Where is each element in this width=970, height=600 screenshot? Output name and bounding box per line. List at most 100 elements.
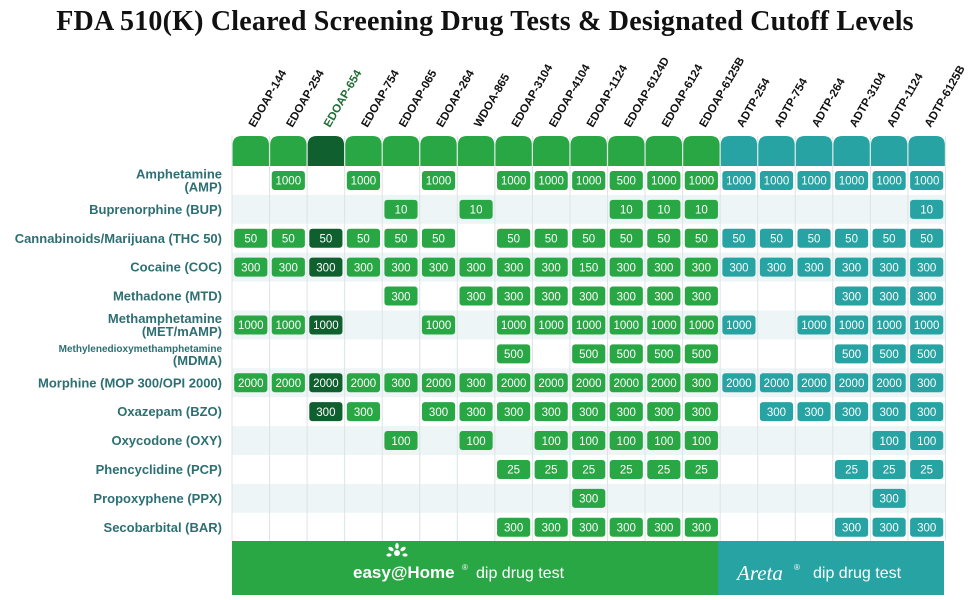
cutoff-badge <box>271 228 305 248</box>
cutoff-badge <box>647 228 681 248</box>
cutoff-badge <box>910 199 944 219</box>
column-label: EDOAP-065 <box>397 68 440 130</box>
cutoff-badge <box>835 170 869 190</box>
cutoff-value: 1000 <box>576 320 602 332</box>
cutoff-value: 25 <box>695 465 708 477</box>
cutoff-value: 300 <box>466 291 485 303</box>
cutoff-value: 1000 <box>576 176 602 188</box>
cutoff-value: 100 <box>466 436 485 448</box>
cutoff-badge <box>271 315 305 335</box>
cutoff-value: 1000 <box>238 320 264 332</box>
cutoff-value: 25 <box>657 465 670 477</box>
drug-label: (MDMA) <box>173 353 222 368</box>
cutoff-value: 300 <box>729 262 748 274</box>
cutoff-value: 50 <box>845 233 858 245</box>
cutoff-badge <box>835 402 869 422</box>
cutoff-value: 300 <box>842 522 861 534</box>
cutoff-value: 300 <box>542 522 561 534</box>
cutoff-badge <box>910 344 944 364</box>
cutoff-badge <box>722 257 756 277</box>
cutoff-badge <box>572 170 606 190</box>
cutoff-value: 2000 <box>613 378 639 390</box>
column-label: ADTP-1124 <box>885 71 926 130</box>
cutoff-badge <box>647 517 681 537</box>
cutoff-value: 50 <box>282 233 295 245</box>
cutoff-badge <box>872 373 906 393</box>
cutoff-badge <box>684 257 718 277</box>
cutoff-value: 1000 <box>276 176 302 188</box>
cutoff-badge <box>910 170 944 190</box>
cutoff-badge <box>346 402 380 422</box>
cutoff-badge <box>684 344 718 364</box>
column-tab <box>833 136 870 166</box>
column-tab <box>645 136 682 166</box>
drug-label: (MET/mAMP) <box>142 324 222 339</box>
cutoff-value: 2000 <box>501 378 527 390</box>
cutoff-badge <box>421 257 456 277</box>
column-dividers <box>231 136 946 541</box>
cutoff-badge <box>572 286 606 306</box>
cutoff-badge <box>309 373 343 393</box>
drug-label: Cannabinoids/Marijuana (THC 50) <box>15 231 222 246</box>
drug-label: Propoxyphene (PPX) <box>93 491 222 506</box>
cutoff-value: 50 <box>920 233 933 245</box>
column-tab <box>457 136 495 166</box>
cutoff-value: 300 <box>880 522 899 534</box>
column-label: EDOAP-754 <box>360 68 403 130</box>
cutoff-badge <box>534 170 568 190</box>
cutoff-value: 300 <box>354 407 373 419</box>
cutoff-value: 25 <box>845 465 858 477</box>
cutoff-badge <box>572 402 606 422</box>
cutoff-badge <box>534 286 568 306</box>
cutoff-value: 300 <box>466 378 485 390</box>
cutoff-badge <box>835 517 869 537</box>
column-label: EDOAP-144 <box>247 68 290 130</box>
areta-trademark: ® <box>794 563 800 572</box>
cutoff-value: 1000 <box>801 320 827 332</box>
cutoff-value: 10 <box>395 205 408 217</box>
cutoff-value: 300 <box>692 262 711 274</box>
cutoff-badge <box>384 286 418 306</box>
cutoff-value: 500 <box>617 176 636 188</box>
cutoff-badge <box>234 228 268 248</box>
cutoff-badge <box>497 402 531 422</box>
cutoff-badge <box>684 459 718 479</box>
cutoff-value: 500 <box>654 349 673 361</box>
cutoff-value: 1000 <box>689 176 715 188</box>
cutoff-value: 1000 <box>764 176 790 188</box>
cutoff-value: 1000 <box>839 320 865 332</box>
cutoff-badge <box>497 459 531 479</box>
cutoff-value: 300 <box>654 407 673 419</box>
column-tab <box>795 136 833 166</box>
cutoff-value: 1000 <box>876 176 902 188</box>
cutoff-value: 2000 <box>651 378 677 390</box>
cutoff-value: 300 <box>579 407 598 419</box>
cutoff-value: 300 <box>354 262 373 274</box>
cutoff-badge <box>835 315 869 335</box>
page-title: FDA 510(K) Cleared Screening Drug Tests … <box>56 6 914 37</box>
cutoff-badge <box>346 257 380 277</box>
cutoff-badge <box>572 344 606 364</box>
drug-label: Methamphetamine <box>108 311 222 326</box>
cutoff-badge <box>872 431 906 451</box>
column-label: ADTP-6125B <box>923 64 968 130</box>
cutoff-badge <box>647 286 681 306</box>
column-tab <box>382 136 420 166</box>
cutoff-badge <box>459 257 493 277</box>
cutoff-badges: 1000 1000 1000 1000 1000 1000 500 1000 1000 1000 1… <box>234 170 944 537</box>
cutoff-badge <box>459 431 493 451</box>
cutoff-value: 300 <box>504 291 523 303</box>
cutoff-value: 1000 <box>613 320 639 332</box>
cutoff-value: 300 <box>842 407 861 419</box>
cutoff-badge <box>534 228 568 248</box>
cutoff-value: 300 <box>391 262 410 274</box>
cutoff-badge <box>572 228 606 248</box>
cutoff-value: 2000 <box>876 378 902 390</box>
cutoff-value: 50 <box>545 233 558 245</box>
cutoff-badge <box>572 257 606 277</box>
easy-home-trademark: ® <box>462 563 468 572</box>
cutoff-badge <box>346 170 380 190</box>
cutoff-value: 300 <box>504 262 523 274</box>
drug-label: Cocaine (COC) <box>130 260 222 275</box>
